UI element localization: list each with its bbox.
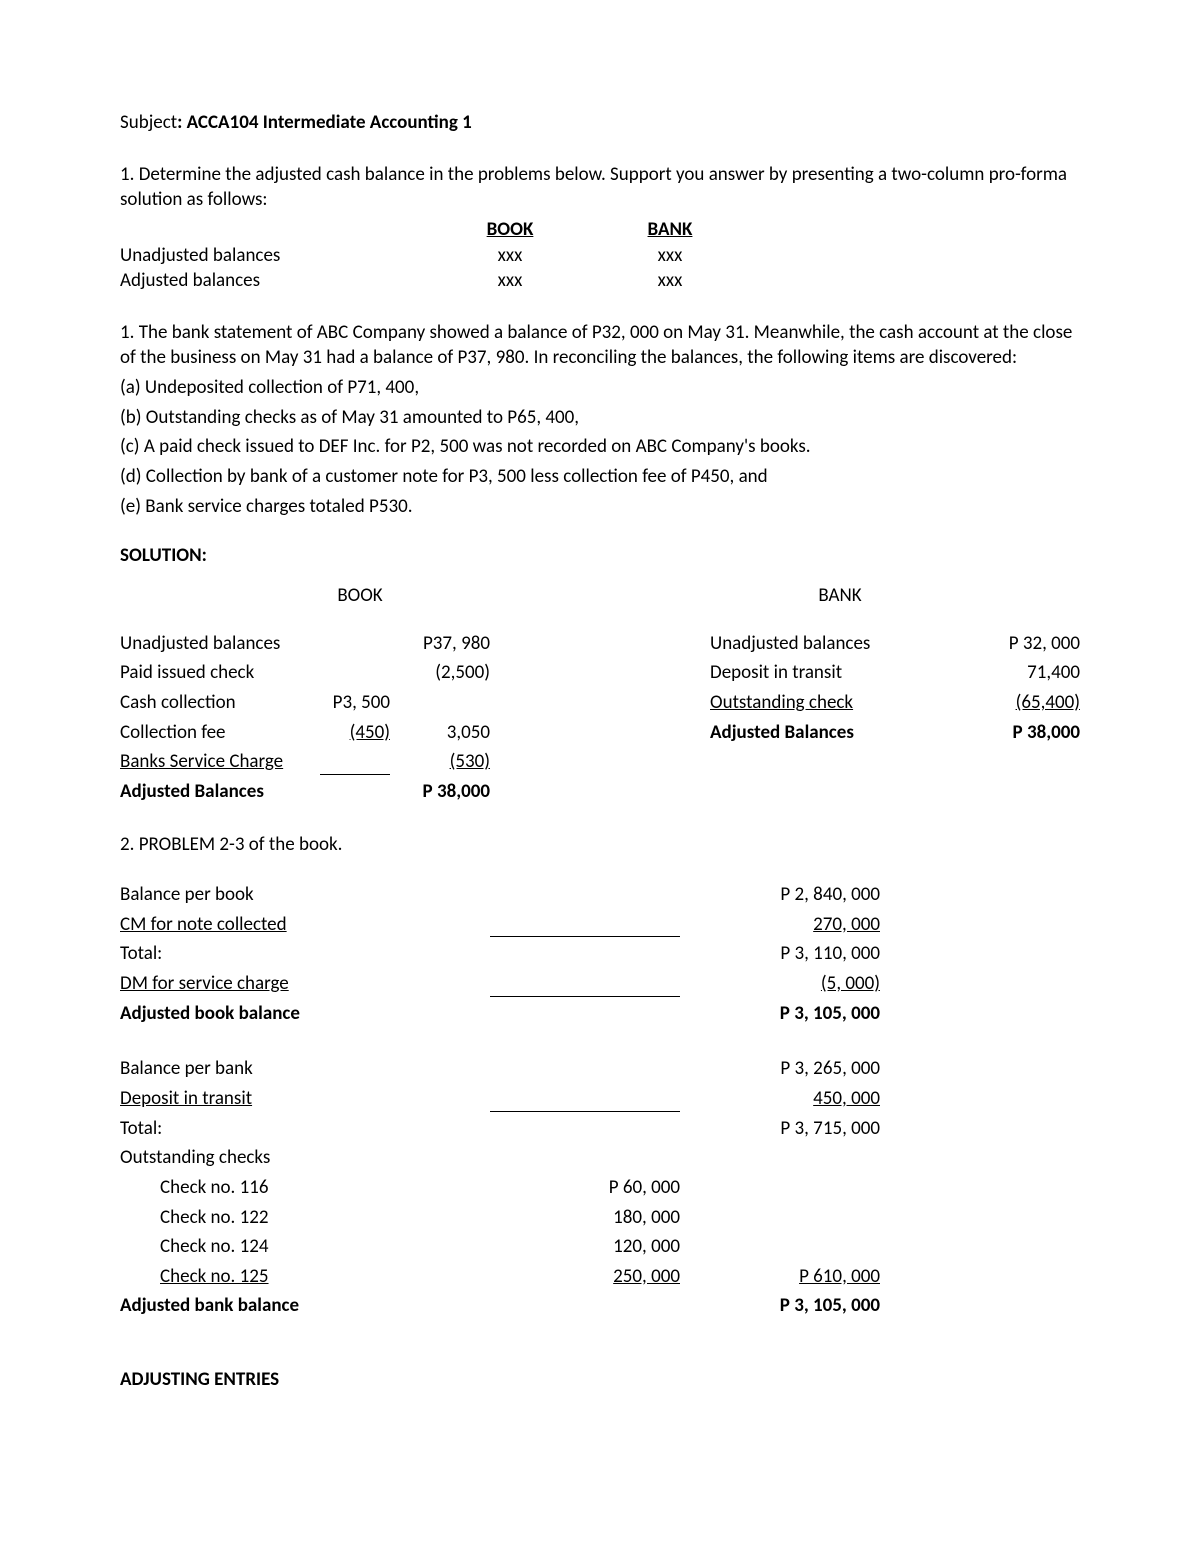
solution-two-col: BOOK Unadjusted balances P37, 980 Paid is…	[120, 583, 1080, 804]
solution-label: SOLUTION:	[120, 543, 1080, 569]
book-row-sub: P3, 500	[320, 690, 390, 716]
book-row-label: Cash collection	[120, 690, 320, 716]
book-row-sub: (450)	[320, 720, 390, 746]
subject-label: Subject	[120, 111, 177, 134]
question-1-intro: 1. Determine the adjusted cash balance i…	[120, 162, 1080, 213]
p2-label: DM for service charge	[120, 971, 490, 997]
p2-amount: P 3, 105, 000	[680, 1293, 880, 1319]
p2-amount: 450, 000	[680, 1086, 880, 1112]
problem-1-item-e: (e) Bank service charges totaled P530.	[120, 494, 1080, 520]
p2-label: Outstanding checks	[120, 1145, 490, 1171]
bank-row-label: Unadjusted balances	[710, 631, 960, 657]
problem-2-title: 2. PROBLEM 2-3 of the book.	[120, 832, 1080, 858]
proforma-bank-header: BANK	[590, 217, 750, 243]
solution-bank-column: BANK Unadjusted balancesP 32, 000 Deposi…	[600, 583, 1080, 804]
proforma-row-label: Adjusted balances	[120, 268, 430, 294]
p2-amount: P 2, 840, 000	[680, 882, 880, 908]
p2-check-label: Check no. 124	[120, 1234, 490, 1260]
p2-amount: P 3, 110, 000	[680, 941, 880, 967]
book-row-amount: (530)	[390, 749, 490, 775]
solution-book-header: BOOK	[120, 583, 600, 609]
book-row-label: Adjusted Balances	[120, 779, 320, 805]
proforma-cell: xxx	[430, 243, 590, 269]
p2-check-mid: 120, 000	[490, 1234, 680, 1260]
p2-amount: P 3, 105, 000	[680, 1001, 880, 1027]
p2-label: Balance per bank	[120, 1056, 490, 1082]
proforma-book-header: BOOK	[430, 217, 590, 243]
book-row-label: Paid issued check	[120, 660, 320, 686]
p2-label: Balance per book	[120, 882, 490, 908]
bank-table: Unadjusted balancesP 32, 000 Deposit in …	[710, 631, 1080, 746]
p2-check-mid: 250, 000	[490, 1264, 680, 1290]
p2-check-label: Check no. 122	[120, 1205, 490, 1231]
subject-title: ACCA104 Intermediate Accounting 1	[187, 111, 472, 134]
proforma-cell: xxx	[590, 268, 750, 294]
book-row-amount: P37, 980	[390, 631, 490, 657]
p2-amount: P 3, 715, 000	[680, 1116, 880, 1142]
solution-book-column: BOOK Unadjusted balances P37, 980 Paid is…	[120, 583, 600, 804]
problem-1-item-d: (d) Collection by bank of a customer not…	[120, 464, 1080, 490]
problem-1-item-b: (b) Outstanding checks as of May 31 amou…	[120, 405, 1080, 431]
proforma-cell: xxx	[430, 268, 590, 294]
bank-row-label: Outstanding check	[710, 690, 960, 716]
p2-amount: 270, 000	[680, 912, 880, 938]
bank-row-label: Deposit in transit	[710, 660, 960, 686]
book-row-amount: (2,500)	[390, 660, 490, 686]
p2-check-mid: 180, 000	[490, 1205, 680, 1231]
bank-row-label: Adjusted Balances	[710, 720, 960, 746]
bank-row-amount: 71,400	[960, 660, 1080, 686]
problem-1-item-a: (a) Undeposited collection of P71, 400,	[120, 375, 1080, 401]
problem-1-item-c: (c) A paid check issued to DEF Inc. for …	[120, 434, 1080, 460]
problem-2-table: Balance per book P 2, 840, 000 CM for not…	[120, 882, 1080, 1319]
subject-line: Subject: ACCA104 Intermediate Accounting…	[120, 110, 1080, 136]
p2-label: Deposit in transit	[120, 1086, 490, 1112]
p2-amount: (5, 000)	[680, 971, 880, 997]
adjusting-entries-heading: ADJUSTING ENTRIES	[120, 1367, 1080, 1393]
p2-check-label: Check no. 116	[120, 1175, 490, 1201]
bank-row-amount: P 32, 000	[960, 631, 1080, 657]
p2-check-label: Check no. 125	[120, 1264, 490, 1290]
book-row-label: Banks Service Charge	[120, 749, 320, 775]
p2-label: Adjusted book balance	[120, 1001, 490, 1027]
bank-row-amount: (65,400)	[960, 690, 1080, 716]
p2-amount: P 610, 000	[680, 1264, 880, 1290]
book-row-amount: 3,050	[390, 720, 490, 746]
p2-label: Total:	[120, 941, 490, 967]
p2-check-mid: P 60, 000	[490, 1175, 680, 1201]
solution-bank-header: BANK	[600, 583, 1080, 609]
book-table: Unadjusted balances P37, 980 Paid issued …	[120, 631, 600, 805]
proforma-cell: xxx	[590, 243, 750, 269]
book-row-amount: P 38,000	[390, 779, 490, 805]
proforma-row-label: Unadjusted balances	[120, 243, 430, 269]
bank-row-amount: P 38,000	[960, 720, 1080, 746]
book-row-label: Unadjusted balances	[120, 631, 320, 657]
book-row-label: Collection fee	[120, 720, 320, 746]
p2-label: Adjusted bank balance	[120, 1293, 490, 1319]
document-page: Subject: ACCA104 Intermediate Accounting…	[0, 0, 1200, 1453]
p2-amount: P 3, 265, 000	[680, 1056, 880, 1082]
proforma-table: BOOK BANK Unadjusted balances xxx xxx Ad…	[120, 217, 1080, 294]
p2-label: CM for note collected	[120, 912, 490, 938]
p2-label: Total:	[120, 1116, 490, 1142]
problem-1-stem: 1. The bank statement of ABC Company sho…	[120, 320, 1080, 371]
